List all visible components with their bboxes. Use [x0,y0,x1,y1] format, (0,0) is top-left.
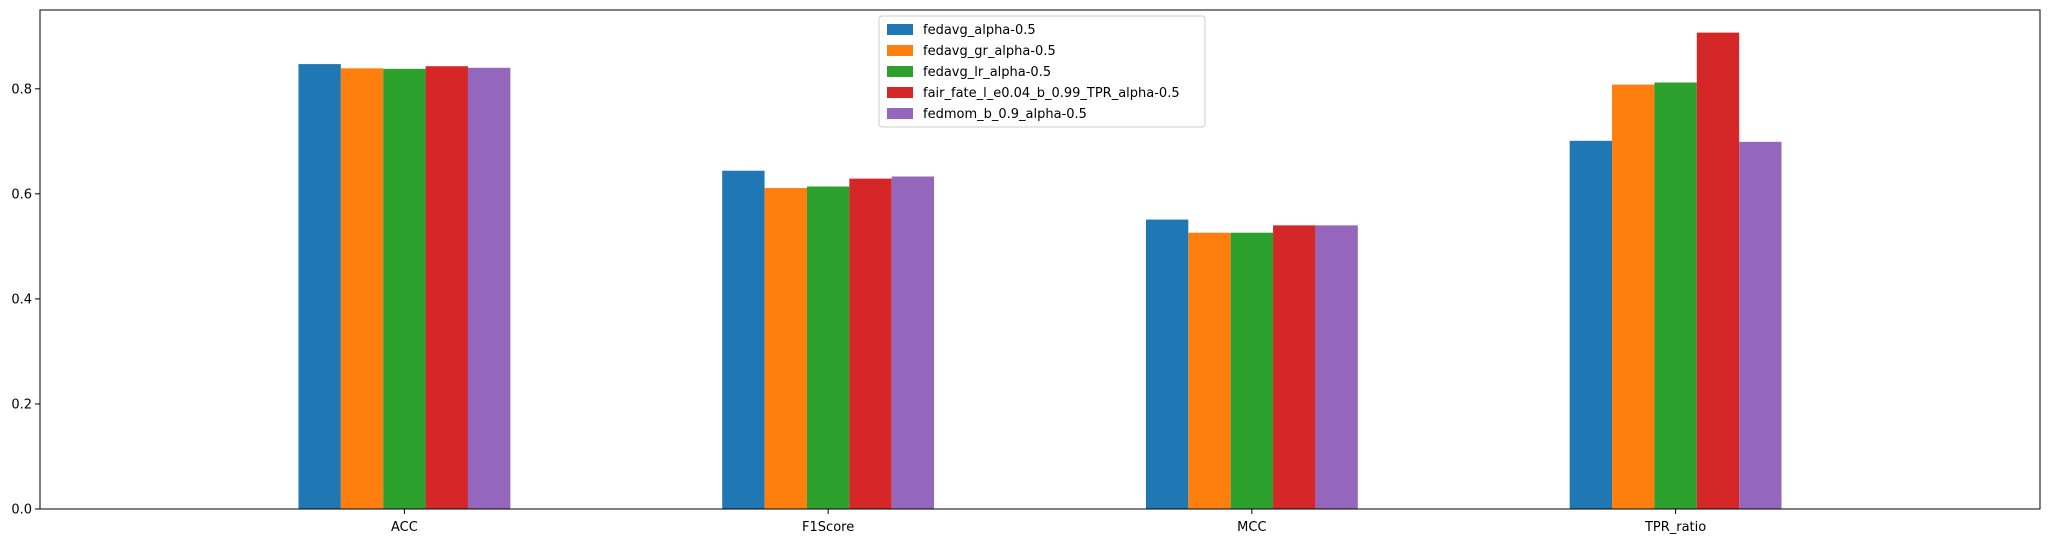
plot-frame [39,9,2041,510]
x-tick-label: ACC [391,520,418,535]
bar-fair_fate_l_e0.04_b_0.99_TPR_alpha-0.5-F1Score [849,178,892,510]
legend-box [878,15,1206,128]
bar-fedavg_lr_alpha-0.5-TPR_ratio [1654,82,1697,510]
legend-entry-label: fair_fate_l_e0.04_b_0.99_TPR_alpha-0.5 [923,86,1180,101]
bar-fair_fate_l_e0.04_b_0.99_TPR_alpha-0.5-MCC [1273,225,1316,510]
bar-fedavg_alpha-0.5-MCC [1145,219,1189,509]
bar-fedavg_gr_alpha-0.5-ACC [340,68,384,510]
bar-fedavg_lr_alpha-0.5-F1Score [806,186,850,510]
axes-layer: 0.0 0.2 0.4 0.6 0.8 ACC F1Score MCC TPR_ratio [11,9,2041,535]
legend-entry-label: fedavg_alpha-0.5 [923,23,1036,38]
y-tick-label: 0.4 [11,292,32,307]
bar-fedavg_lr_alpha-0.5-ACC [383,68,426,509]
bar-fedavg_alpha-0.5-ACC [298,64,341,509]
legend-swatch [887,24,913,35]
x-tick-label: F1Score [802,520,854,535]
legend-entry-label: fedavg_gr_alpha-0.5 [923,44,1056,59]
x-tick-label: MCC [1237,520,1266,535]
y-tick-label: 0.0 [11,503,32,518]
bar-fedavg_alpha-0.5-F1Score [722,170,765,510]
bar-fair_fate_l_e0.04_b_0.99_TPR_alpha-0.5-TPR_ratio [1696,32,1740,510]
bar-fedmom_b_0.9_alpha-0.5-TPR_ratio [1739,141,1782,509]
bar-fedmom_b_0.9_alpha-0.5-MCC [1315,225,1358,510]
bar-fedavg_alpha-0.5-TPR_ratio [1569,140,1613,510]
legend-swatch [887,66,913,77]
x-tick-label: TPR_ratio [1644,520,1706,535]
bar-fedavg_gr_alpha-0.5-MCC [1188,232,1231,509]
y-tick-label: 0.2 [11,397,32,412]
bar-fedavg_gr_alpha-0.5-TPR_ratio [1612,84,1655,509]
legend-swatch [887,108,913,119]
bar-fair_fate_l_e0.04_b_0.99_TPR_alpha-0.5-ACC [425,66,468,509]
bar-fedmom_b_0.9_alpha-0.5-F1Score [891,176,935,509]
bar-fedmom_b_0.9_alpha-0.5-ACC [467,67,511,509]
legend-entry-label: fedavg_lr_alpha-0.5 [923,65,1051,80]
bar-fedavg_lr_alpha-0.5-MCC [1230,232,1274,509]
bar-fedavg_gr_alpha-0.5-F1Score [764,188,807,509]
legend-swatch [887,87,913,98]
bars-layer [298,32,1782,510]
legend-entry-label: fedmom_b_0.9_alpha-0.5 [923,107,1087,122]
legend: fedavg_alpha-0.5 fedavg_gr_alpha-0.5fedav… [878,15,1206,128]
y-tick-label: 0.8 [11,82,32,97]
legend-swatch [887,45,913,56]
y-tick-label: 0.6 [11,187,32,202]
